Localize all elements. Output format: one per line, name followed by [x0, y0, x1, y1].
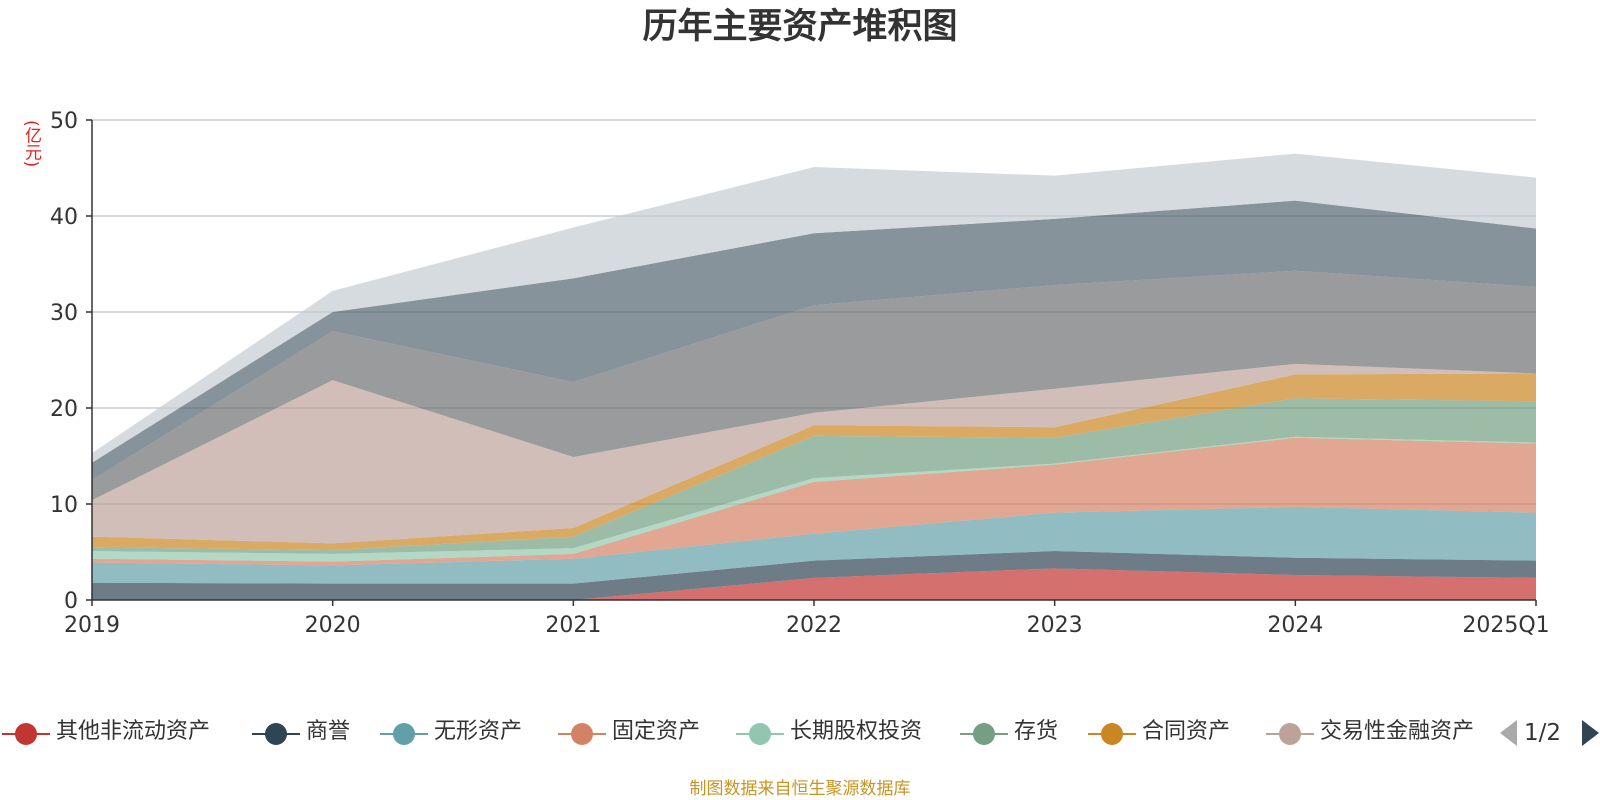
x-tick-label: 2025Q1 [1462, 613, 1549, 638]
legend-label: 合同资产 [1142, 719, 1231, 744]
area-series-3 [92, 506, 1536, 584]
y-axis-unit-label: (亿元) [21, 120, 41, 168]
legend-marker-icon [558, 723, 606, 745]
legend-marker-icon [2, 723, 50, 745]
area-series-2 [92, 551, 1536, 600]
area-series-4 [92, 437, 1536, 566]
legend-marker-icon [1266, 723, 1314, 745]
y-tick-label: 40 [50, 205, 78, 230]
legend-marker-icon [252, 723, 300, 745]
x-tick-label: 2021 [545, 613, 601, 638]
legend-label: 交易性金融资产 [1320, 719, 1475, 744]
y-tick-label: 30 [50, 301, 78, 326]
x-tick-label: 2019 [64, 613, 120, 638]
area-series-9 [92, 270, 1536, 501]
y-tick-label: 50 [50, 109, 78, 134]
legend-marker-icon [1088, 723, 1136, 745]
legend-marker-icon [380, 723, 428, 745]
y-tick-label: 0 [64, 589, 78, 614]
x-tick-label: 2024 [1267, 613, 1323, 638]
legend-label: 无形资产 [434, 719, 523, 744]
y-tick-label: 10 [50, 493, 78, 518]
area-series-8 [92, 363, 1536, 544]
x-tick-label: 2022 [786, 613, 842, 638]
legend-label: 固定资产 [612, 719, 701, 744]
legend-label: 长期股权投资 [790, 719, 923, 744]
legend-page-indicator: 1/2 [1524, 720, 1562, 746]
y-tick-label: 20 [50, 397, 78, 422]
area-series-11 [92, 153, 1536, 463]
triangle-right-icon [1582, 720, 1599, 746]
legend: 其他非流动资产 商誉 无形资产 固定资产 长期股权投资 存货 合同资产 交易性金融资产 [0, 714, 1600, 754]
axes: 0 10 20 30 40 50 2019 2020 2021 2022 2023 2024 2025Q… [50, 109, 1550, 638]
legend-label: 存货 [1014, 719, 1059, 744]
area-series-6 [92, 398, 1536, 554]
area-series-1 [92, 568, 1536, 600]
triangle-left-icon [1500, 720, 1517, 746]
legend-label: 商誉 [306, 719, 351, 744]
x-tick-label: 2023 [1027, 613, 1083, 638]
legend-marker-icon [960, 723, 1008, 745]
chart-title: 历年主要资产堆积图 [642, 7, 958, 47]
legend-next-page-button[interactable] [1578, 718, 1600, 748]
legend-label: 其他非流动资产 [56, 719, 211, 744]
legend-marker-icon [736, 723, 784, 745]
x-tick-label: 2020 [305, 613, 361, 638]
area-series-10 [92, 200, 1536, 480]
legend-prev-page-button[interactable] [1497, 718, 1521, 748]
area-series-7 [92, 373, 1536, 551]
area-series [92, 153, 1536, 600]
data-source-note: 制图数据来自恒生聚源数据库 [689, 779, 911, 799]
